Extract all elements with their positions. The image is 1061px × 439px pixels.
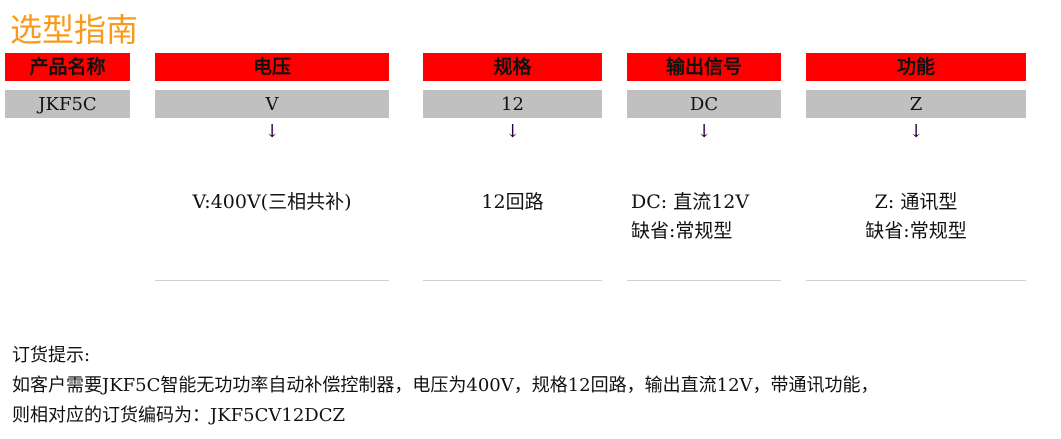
code-spec: 12 — [423, 90, 602, 118]
header-function: 功能 — [806, 53, 1026, 81]
header-voltage: 电压 — [155, 53, 389, 81]
column-voltage: 电压 V ↓ — [155, 53, 389, 141]
desc-spec: 12回路 — [423, 188, 602, 217]
arrow-down-icon: ↓ — [504, 121, 521, 142]
header-spec: 规格 — [423, 53, 602, 81]
note-line-2: 则相对应的订货编码为：JKF5CV12DCZ — [12, 405, 345, 426]
divider — [155, 280, 389, 281]
code-voltage: V — [155, 90, 389, 118]
code-function: Z — [806, 90, 1026, 118]
column-output: 输出信号 DC ↓ — [627, 53, 781, 141]
divider — [806, 280, 1026, 281]
arrow-down-icon: ↓ — [696, 121, 712, 142]
arrow-down-icon: ↓ — [908, 121, 924, 142]
divider — [423, 280, 602, 281]
desc-line: 12回路 — [481, 191, 544, 213]
desc-output: DC: 直流12V 缺省:常规型 — [631, 188, 749, 246]
desc-line: V:400V(三相共补) — [192, 191, 352, 213]
column-product-name: 产品名称 JKF5C — [5, 53, 130, 118]
divider — [627, 280, 781, 281]
note-label: 订货提示: — [12, 345, 91, 366]
column-function: 功能 Z ↓ — [806, 53, 1026, 141]
header-product-name: 产品名称 — [5, 53, 130, 81]
desc-line: 缺省:常规型 — [631, 220, 733, 242]
header-output: 输出信号 — [627, 53, 781, 81]
note-line-1: 如客户需要JKF5C智能无功功率自动补偿控制器，电压为400V，规格12回路，输… — [12, 375, 879, 396]
page-title: 选型指南 — [10, 11, 139, 49]
code-product-name: JKF5C — [5, 90, 130, 118]
column-spec: 规格 12 ↓ — [423, 53, 602, 141]
desc-line: Z: 通讯型 — [874, 191, 958, 213]
desc-function: Z: 通讯型 缺省:常规型 — [806, 188, 1026, 246]
desc-voltage: V:400V(三相共补) — [155, 188, 389, 217]
desc-line: 缺省:常规型 — [865, 220, 967, 242]
arrow-down-icon: ↓ — [264, 121, 280, 142]
desc-line: DC: 直流12V — [631, 191, 750, 213]
code-output: DC — [627, 90, 781, 118]
